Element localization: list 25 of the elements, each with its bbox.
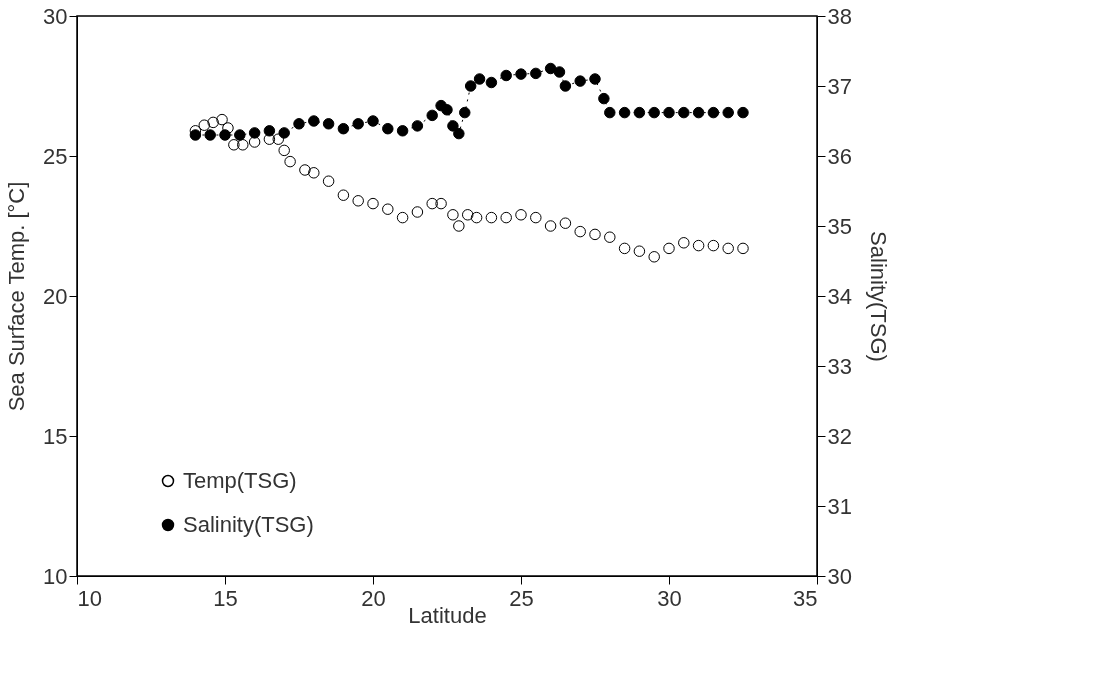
y2-tick-label: 31 [827,493,852,519]
y2-tick-label: 32 [827,423,852,449]
x-tick-label: 35 [793,585,818,611]
y-axis-title: Sea Surface Temp. [°C] [4,181,30,412]
y2-axis-title: Salinity(TSG) [865,231,891,362]
x-tick-label: 25 [509,585,534,611]
y-tick-label: 15 [43,423,68,449]
y-tick-label: 20 [43,283,68,309]
y2-tick-label: 30 [827,563,852,589]
y2-tick-label: 37 [827,73,852,99]
y2-tick-label: 34 [827,283,852,309]
x-axis-title: Latitude [408,602,487,628]
y2-tick-label: 36 [827,143,852,169]
y-tick-label: 10 [43,563,68,589]
x-tick-label: 10 [77,585,102,611]
y2-tick-label: 33 [827,353,852,379]
legend-label: Temp(TSG) [183,468,297,493]
y-tick-label: 25 [43,143,68,169]
x-tick-label: 20 [361,585,386,611]
y-tick-label: 30 [43,3,68,29]
x-tick-label: 30 [657,585,682,611]
x-tick-label: 15 [213,585,238,611]
y2-tick-label: 38 [827,3,852,29]
y2-tick-label: 35 [827,213,852,239]
legend-label: Salinity(TSG) [183,512,314,537]
